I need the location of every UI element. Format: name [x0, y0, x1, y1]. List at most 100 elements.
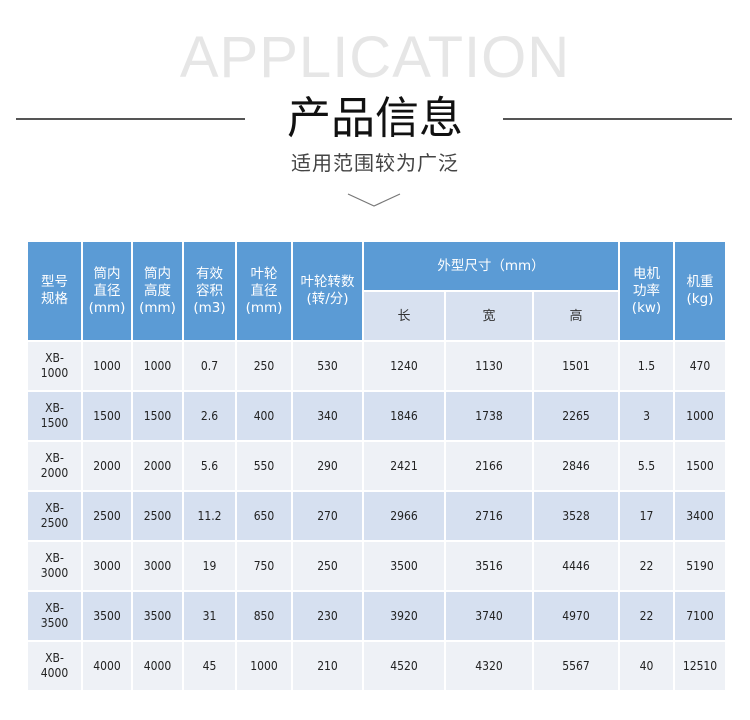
table-cell: 4320 — [444, 640, 534, 692]
table-cell: 1.5 — [618, 340, 675, 392]
model-cell: XB- 3000 — [26, 540, 83, 592]
subheader-row: 长宽高 — [27, 290, 726, 342]
sub-column-header: 长 — [362, 290, 446, 342]
table-cell: 40 — [618, 640, 675, 692]
column-header: 电机 功率 (kw) — [618, 240, 675, 342]
table-cell: 3000 — [131, 540, 184, 592]
table-row: XB- 1000 1000 1000 0.7 250 530 1240 1130 1501 1.5 4… — [26, 340, 727, 392]
model-cell: XB- 1000 — [26, 340, 83, 392]
table-cell: 530 — [291, 340, 364, 392]
table-cell: 1130 — [444, 340, 534, 392]
sub-column-header: 宽 — [444, 290, 534, 342]
table-row: XB- 1500 1500 1500 2.6 400 340 1846 1738 2265 3 100… — [26, 390, 727, 442]
table-row: XB- 3500 3500 3500 31 850 230 3920 3740 4970 22 710… — [26, 590, 727, 642]
table-cell: 3920 — [362, 590, 446, 642]
table-cell: 19 — [182, 540, 237, 592]
table-cell: 3000 — [81, 540, 133, 592]
model-cell: XB- 2500 — [26, 490, 83, 542]
table-cell: 1500 — [81, 390, 133, 442]
table-cell: 3500 — [81, 590, 133, 642]
table-cell: 1500 — [131, 390, 184, 442]
table-cell: 2846 — [532, 440, 620, 492]
table-cell: 7100 — [673, 590, 727, 642]
header-row: 型号 规格 筒内 直径 (mm) 筒内 高度 (mm) 有效 容积 (m3) 叶轮 直径 (mm) 叶轮转数… — [26, 240, 727, 342]
table-cell: 2421 — [362, 440, 446, 492]
table-cell: 11.2 — [182, 490, 237, 542]
table-cell: 290 — [291, 440, 364, 492]
divider-left — [16, 118, 245, 120]
table-cell: 1240 — [362, 340, 446, 392]
table-cell: 1000 — [131, 340, 184, 392]
spec-table: 型号 规格 筒内 直径 (mm) 筒内 高度 (mm) 有效 容积 (m3) 叶轮 直径 (mm) 叶轮转数… — [26, 240, 727, 692]
table-cell: 4446 — [532, 540, 620, 592]
column-header: 筒内 高度 (mm) — [131, 240, 184, 342]
chevron-down-icon — [347, 193, 401, 207]
table-row: XB- 2000 2000 2000 5.6 550 290 2421 2166 2846 5.5 1… — [26, 440, 727, 492]
table-row: XB- 3000 3000 3000 19 750 250 3500 3516 4446 22 519… — [26, 540, 727, 592]
page-subtitle: 适用范围较为广泛 — [291, 151, 459, 175]
column-header: 筒内 直径 (mm) — [81, 240, 133, 342]
column-header: 型号 规格 — [26, 240, 83, 342]
table-cell: 2265 — [532, 390, 620, 442]
table-cell: 850 — [235, 590, 293, 642]
sub-column-header: 高 — [532, 290, 620, 342]
table-cell: 2000 — [81, 440, 133, 492]
table-cell: 1500 — [673, 440, 727, 492]
column-header: 有效 容积 (m3) — [182, 240, 237, 342]
model-cell: XB- 4000 — [26, 640, 83, 692]
table-cell: 270 — [291, 490, 364, 542]
table-cell: 250 — [291, 540, 364, 592]
table-cell: 17 — [618, 490, 675, 542]
table-cell: 5.6 — [182, 440, 237, 492]
table-cell: 1738 — [444, 390, 534, 442]
column-header: 叶轮 直径 (mm) — [235, 240, 293, 342]
column-header: 叶轮转数 (转/分) — [291, 240, 364, 342]
table-cell: 1000 — [673, 390, 727, 442]
table-cell: 12510 — [673, 640, 727, 692]
divider-right — [503, 118, 732, 120]
table-cell: 2166 — [444, 440, 534, 492]
table-cell: 1000 — [235, 640, 293, 692]
column-header: 机重 (kg) — [673, 240, 727, 342]
table-cell: 45 — [182, 640, 237, 692]
table-cell: 5.5 — [618, 440, 675, 492]
model-cell: XB- 3500 — [26, 590, 83, 642]
table-cell: 4000 — [81, 640, 133, 692]
table-cell: 400 — [235, 390, 293, 442]
column-header: 外型尺寸（mm） — [362, 240, 620, 292]
table-cell: 650 — [235, 490, 293, 542]
table-cell: 4000 — [131, 640, 184, 692]
table-cell: 3 — [618, 390, 675, 442]
table-cell: 31 — [182, 590, 237, 642]
table-cell: 470 — [673, 340, 727, 392]
table-cell: 3400 — [673, 490, 727, 542]
table-cell: 2.6 — [182, 390, 237, 442]
table-cell: 1846 — [362, 390, 446, 442]
table-row: XB- 2500 2500 2500 11.2 650 270 2966 2716 3528 17 3… — [26, 490, 727, 542]
table-cell: 0.7 — [182, 340, 237, 392]
table-cell: 3500 — [131, 590, 184, 642]
table-cell: 22 — [618, 540, 675, 592]
table-cell: 2716 — [444, 490, 534, 542]
table-cell: 3516 — [444, 540, 534, 592]
table-cell: 22 — [618, 590, 675, 642]
model-cell: XB- 2000 — [26, 440, 83, 492]
table-cell: 4970 — [532, 590, 620, 642]
table-cell: 5190 — [673, 540, 727, 592]
table-cell: 2500 — [131, 490, 184, 542]
table-cell: 1501 — [532, 340, 620, 392]
model-cell: XB- 1500 — [26, 390, 83, 442]
page-title: 产品信息 — [287, 93, 463, 144]
table-cell: 3528 — [532, 490, 620, 542]
table-cell: 2500 — [81, 490, 133, 542]
table-cell: 750 — [235, 540, 293, 592]
table-cell: 5567 — [532, 640, 620, 692]
table-cell: 4520 — [362, 640, 446, 692]
table-cell: 3500 — [362, 540, 446, 592]
table-cell: 2966 — [362, 490, 446, 542]
table-cell: 550 — [235, 440, 293, 492]
table-row: XB- 4000 4000 4000 45 1000 210 4520 4320 5567 40 12… — [26, 640, 727, 692]
table-cell: 1000 — [81, 340, 133, 392]
table-cell: 230 — [291, 590, 364, 642]
watermark-text: APPLICATION — [179, 25, 571, 90]
